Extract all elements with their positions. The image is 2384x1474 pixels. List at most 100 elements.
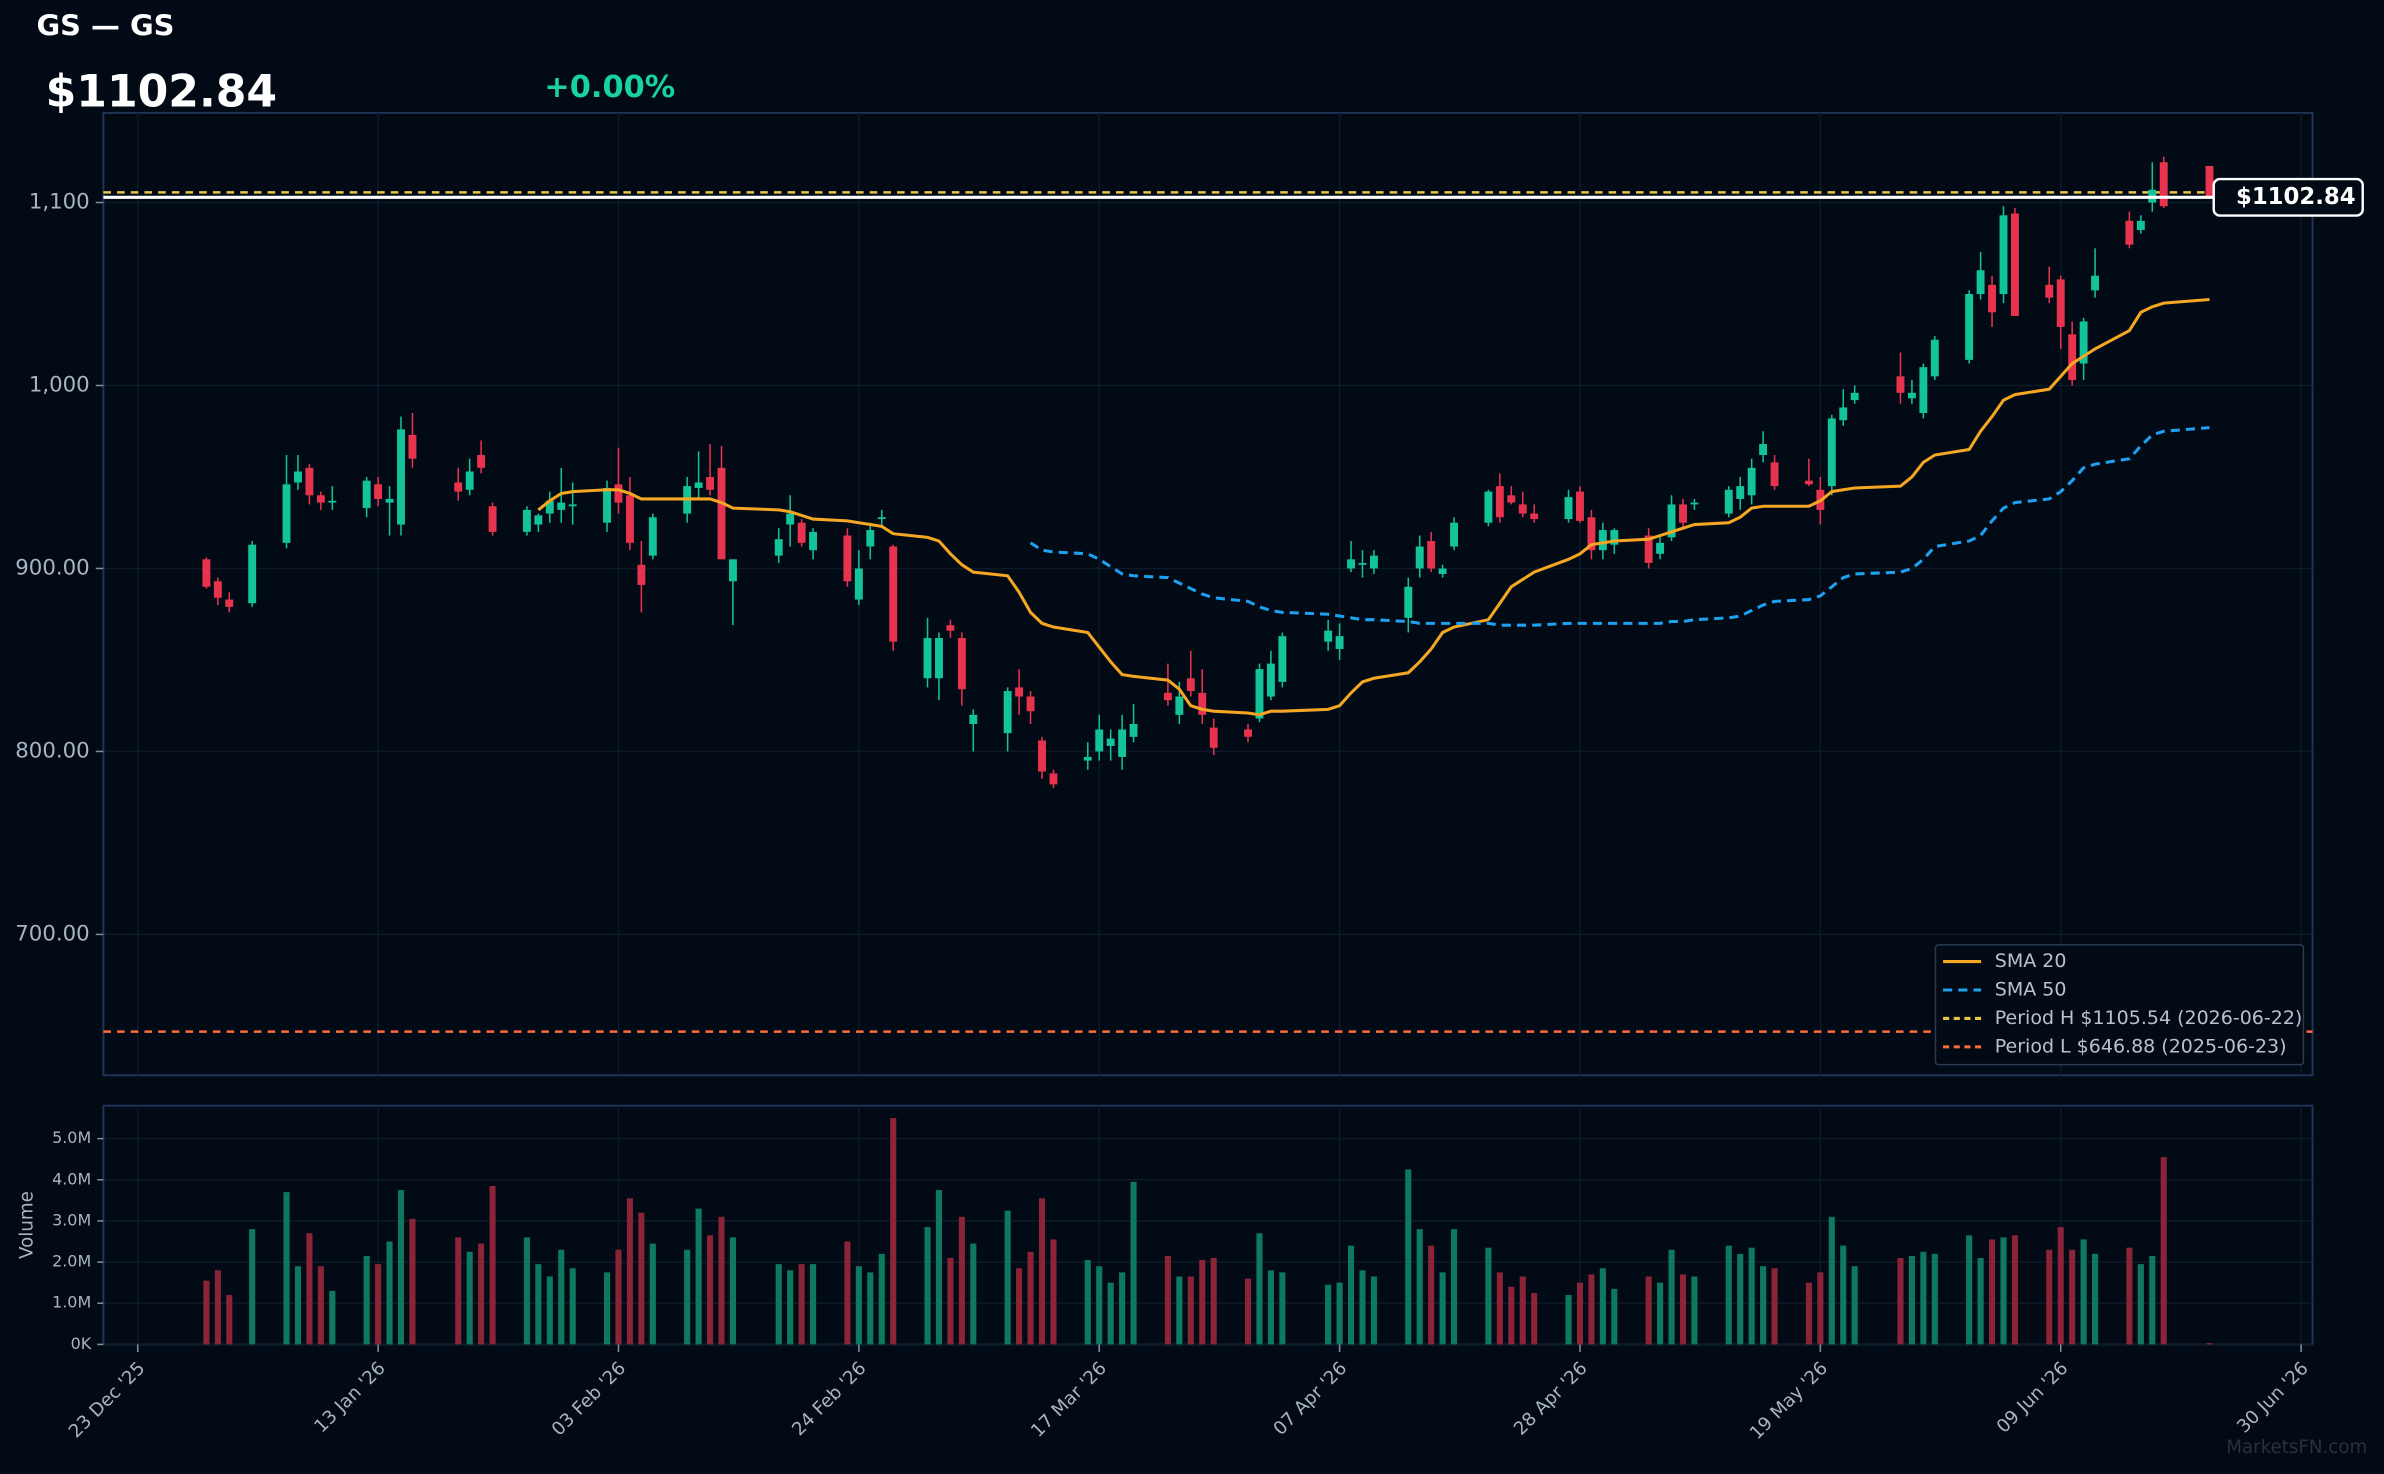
candle-body [648, 517, 657, 556]
candle-body [305, 467, 314, 496]
candle-body [889, 546, 898, 642]
volume-bar [523, 1237, 530, 1345]
candle-body [1049, 773, 1058, 785]
volume-bar [375, 1264, 382, 1345]
candle-body [1358, 562, 1367, 565]
volume-bar [1439, 1272, 1446, 1345]
candle-body [728, 559, 737, 582]
volume-bar [810, 1264, 817, 1345]
volume-bar [855, 1266, 862, 1345]
volume-bar [1611, 1288, 1618, 1345]
candle-body [706, 476, 714, 490]
volume-y-tick-label: 1.0M [52, 1293, 91, 1312]
volume-bar [1107, 1282, 1114, 1345]
volume-bar [638, 1212, 645, 1345]
candle-body [1244, 729, 1252, 737]
candle-body [488, 506, 497, 532]
volume-bar [386, 1241, 393, 1345]
candle-body [1747, 467, 1756, 496]
candle-body [522, 509, 531, 532]
volume-bar [947, 1257, 954, 1345]
volume-bar [1828, 1216, 1835, 1345]
candle-body [1438, 568, 1447, 574]
volume-bar [867, 1272, 874, 1345]
volume-bar [1966, 1235, 1973, 1345]
candle-body [1278, 636, 1287, 682]
volume-bar [626, 1198, 633, 1345]
volume-bar [1977, 1257, 1984, 1345]
candle-body [1610, 530, 1619, 545]
legend [1934, 944, 2305, 1066]
volume-bar [844, 1241, 851, 1345]
volume-bar [2000, 1237, 2007, 1345]
volume-bar [1691, 1276, 1698, 1345]
volume-bar [2046, 1249, 2053, 1345]
candle-body [2159, 162, 2168, 207]
candle-body [1404, 586, 1413, 618]
volume-bar [2137, 1264, 2144, 1345]
volume-bar [1038, 1198, 1046, 1345]
volume-y-tick-label: 3.0M [52, 1210, 91, 1229]
volume-bar [1267, 1270, 1274, 1345]
candle-body [1598, 530, 1607, 551]
volume-bar [1359, 1270, 1366, 1345]
volume-bar [1210, 1257, 1217, 1345]
chart-title: GS — GS [36, 9, 174, 43]
volume-bar [2206, 1343, 2213, 1345]
candle-body [1266, 663, 1275, 697]
last-price-tag-label: $1102.84 [2236, 184, 2356, 210]
volume-bar [1164, 1255, 1171, 1345]
candle-body [1587, 517, 1596, 551]
volume-bar [1176, 1276, 1183, 1345]
candle-body [408, 434, 417, 459]
volume-bar [546, 1276, 553, 1345]
candle-body [1518, 504, 1527, 514]
candle-body [1690, 502, 1699, 505]
candle-body [1988, 284, 1996, 313]
volume-bar [1576, 1282, 1584, 1345]
candle-body [1026, 696, 1035, 712]
candle-body [866, 530, 875, 547]
candle-body [2010, 213, 2019, 316]
volume-bar [2057, 1227, 2064, 1345]
candle-body [694, 482, 703, 488]
volume-bar [718, 1216, 725, 1345]
candle-body [1656, 542, 1665, 554]
volume-bar [294, 1266, 302, 1345]
volume-bar [2069, 1249, 2076, 1345]
volume-bar [1016, 1268, 1023, 1345]
volume-bar [455, 1237, 462, 1345]
price-panel [102, 111, 2314, 1077]
y-tick-label: 800.00 [15, 738, 89, 763]
candle-body [557, 502, 566, 510]
candle-body [1495, 486, 1504, 518]
volume-bar [1519, 1276, 1526, 1345]
candle-body [2068, 334, 2077, 381]
candle-body [957, 637, 966, 690]
candle-body [1129, 723, 1138, 737]
y-tick-label: 700.00 [15, 921, 89, 946]
candle-body [2205, 165, 2214, 198]
candle-body [1198, 692, 1207, 715]
volume-bar [695, 1208, 702, 1345]
candle-body [637, 564, 646, 585]
volume-bar [1244, 1278, 1252, 1345]
volume-bar [1588, 1274, 1595, 1345]
candle-body [294, 471, 302, 483]
candle-body [1324, 630, 1333, 642]
candle-body [774, 539, 783, 556]
candle-body [625, 495, 634, 543]
candle-body [1507, 495, 1516, 503]
candle-body [1186, 678, 1195, 692]
volume-bar [1256, 1233, 1263, 1345]
volume-bar [569, 1268, 576, 1345]
volume-bar [1279, 1272, 1286, 1345]
volume-bar [363, 1255, 370, 1345]
volume-bar [707, 1235, 714, 1345]
legend-label: Period L $646.88 (2025-06-23) [1995, 1035, 2287, 1057]
candle-body [1839, 407, 1848, 421]
volume-bar [1737, 1253, 1744, 1345]
candle-body [1999, 215, 2008, 295]
candle-body [2045, 284, 2054, 298]
